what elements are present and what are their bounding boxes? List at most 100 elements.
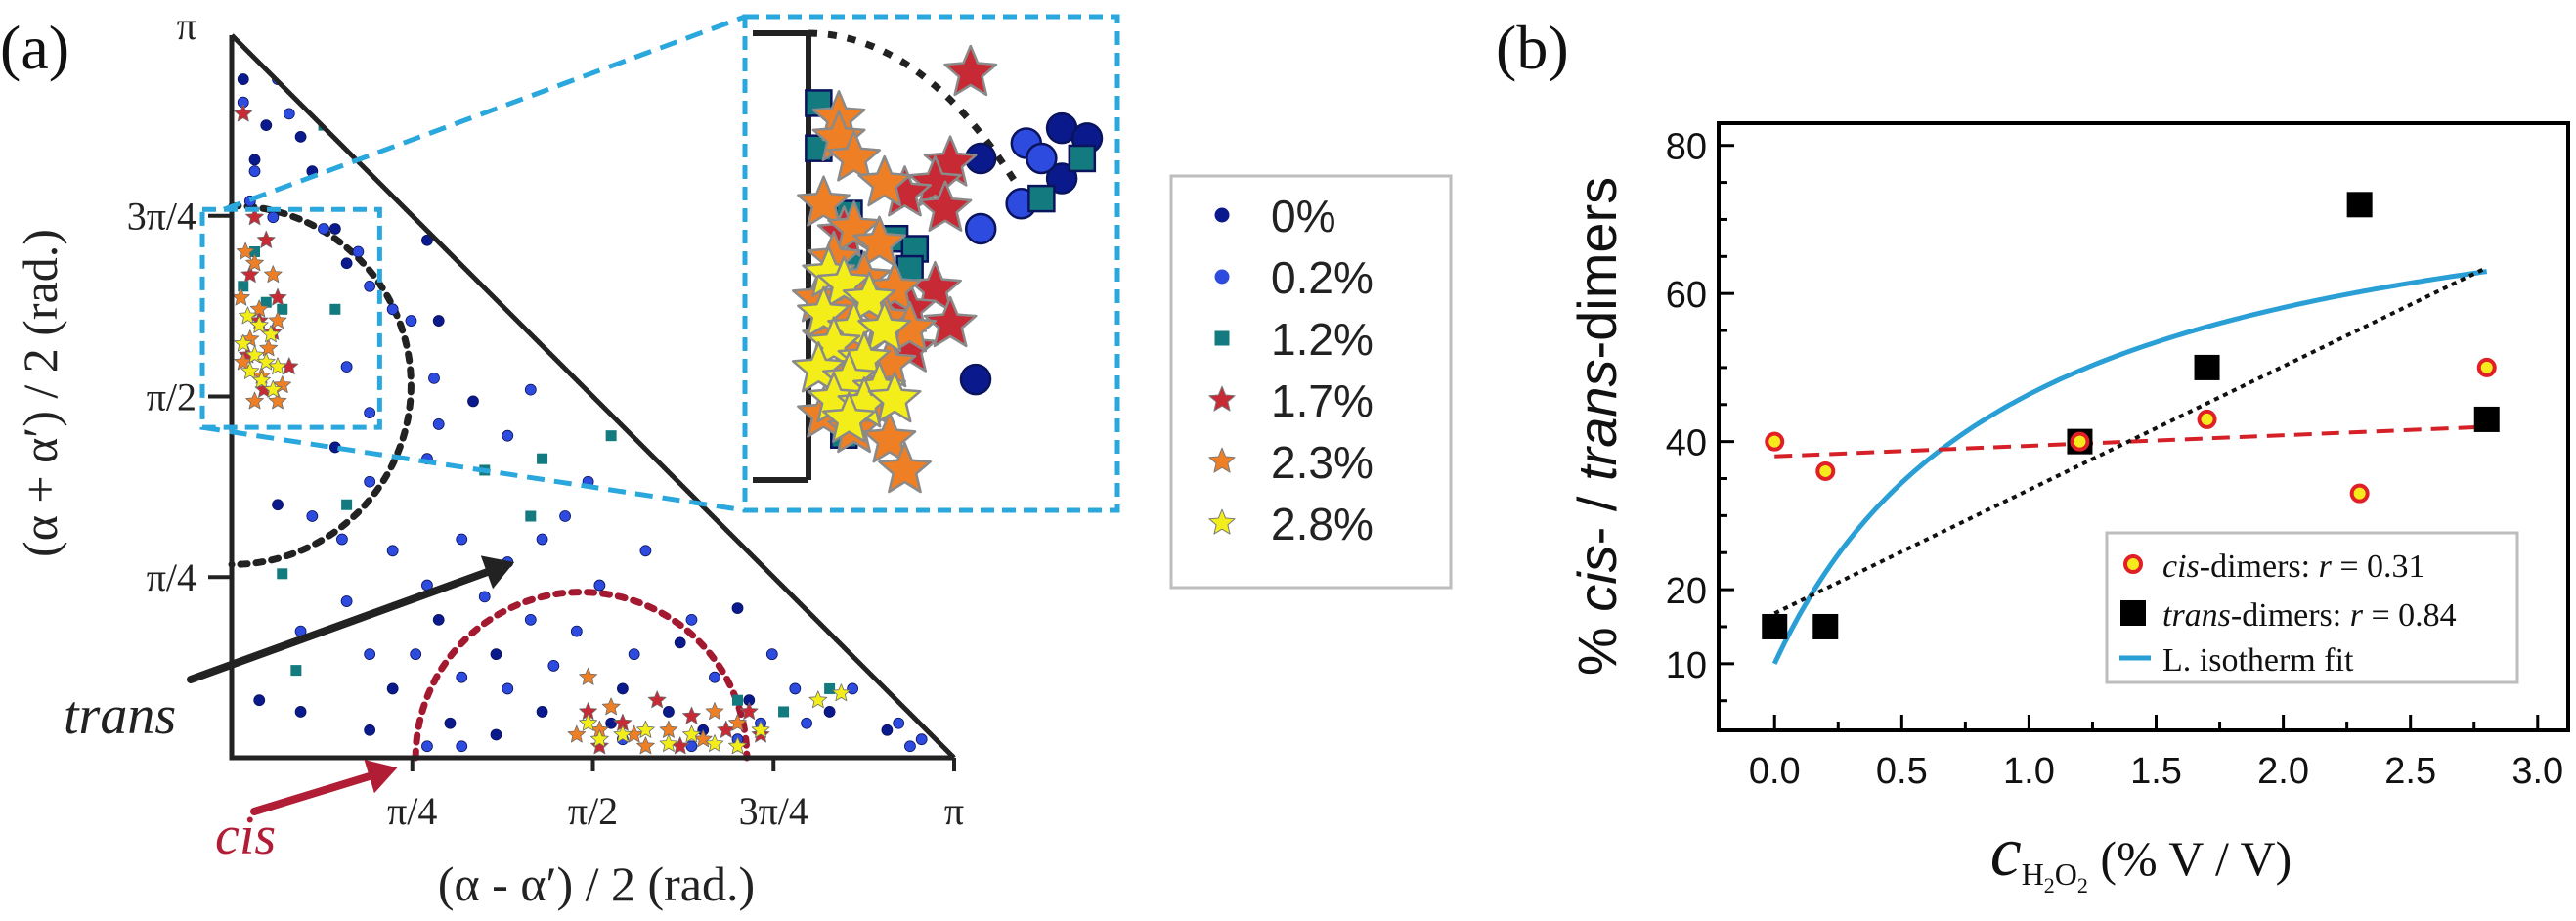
data-point: [525, 510, 537, 522]
data-point: [801, 717, 812, 729]
legend-marker: [1208, 508, 1236, 535]
data-point: [283, 108, 295, 120]
data-point: [537, 453, 548, 464]
legend-series-italic: cis: [2162, 548, 2200, 585]
cis-data-point: [1815, 460, 1836, 481]
zoom-connector: [223, 14, 746, 212]
data-point: [249, 299, 269, 318]
data-point: [245, 253, 264, 272]
inset-data-point: [852, 215, 906, 267]
trans-data-point: [2473, 406, 2500, 432]
data-point: [904, 740, 916, 753]
arrow-shaft: [187, 568, 491, 683]
annotations: trans cis: [64, 555, 515, 866]
data-point: [236, 241, 255, 260]
data-point: [570, 625, 583, 637]
data-point: [893, 717, 905, 729]
data-point: [709, 671, 720, 683]
x-tick-label: 1.5: [2130, 751, 2182, 792]
x-tick-label: π/4: [387, 789, 437, 833]
data-point: [268, 357, 287, 375]
cis-data-point: [2070, 431, 2090, 452]
data-point: [590, 736, 609, 755]
panel-b-label: (b): [1496, 13, 1569, 82]
y-tick-label: 80: [1666, 127, 1707, 168]
data-point: [268, 287, 287, 306]
data-point: [915, 733, 928, 746]
data-point: [268, 311, 287, 329]
legend-label: 1.2%: [1271, 314, 1374, 365]
trans-data-point: [1812, 613, 1839, 639]
series-28: [234, 306, 851, 755]
data-point: [248, 154, 261, 166]
legend-series-italic: trans: [2162, 597, 2231, 634]
trans-arrow: [187, 555, 515, 683]
inset-data-point: [918, 180, 973, 232]
data-point: [832, 683, 851, 702]
data-point: [728, 713, 747, 731]
data-point: [444, 717, 457, 729]
data-point: [272, 499, 284, 511]
y-tick-label: 20: [1666, 571, 1707, 612]
legend: cis-dimers: r = 0.31 trans-dimers: r = 0.…: [2105, 531, 2519, 684]
inset-data-point: [857, 300, 912, 353]
legend-marker: [1214, 207, 1230, 223]
data-point: [260, 296, 272, 308]
data-point: [536, 706, 548, 718]
data-point: [386, 303, 399, 316]
x-tick-label: 1.0: [2003, 751, 2055, 792]
data-point: [682, 706, 701, 724]
data-point: [340, 595, 353, 607]
data-point: [364, 724, 376, 736]
data-point: [647, 690, 667, 709]
series-0: [237, 73, 894, 741]
data-point: [705, 702, 724, 720]
legend-marker: [2120, 600, 2146, 626]
legend-series-rest: -dimers:: [2231, 597, 2350, 634]
data-point: [456, 740, 468, 753]
data-point: [728, 736, 747, 755]
data-point: [467, 395, 479, 408]
data-point: [567, 724, 587, 743]
data-point: [386, 545, 399, 557]
data-point: [249, 315, 269, 333]
series-02: [237, 73, 928, 753]
data-point: [490, 728, 502, 741]
data-point: [238, 281, 249, 292]
legend-label: cis-dimers: r = 0.31: [2162, 548, 2425, 585]
legend-r-value: = 0.84: [2363, 597, 2457, 634]
legend-label: 2.8%: [1271, 499, 1374, 549]
cis-arrow: [250, 759, 398, 815]
x-tick-label: π/2: [568, 789, 618, 833]
x-axis-label: cH2O2 (% V / V): [1990, 812, 2292, 898]
data-point: [237, 73, 249, 85]
x-tick-label: 0.5: [1876, 751, 1928, 792]
data-point: [789, 682, 802, 695]
arrow-head: [480, 555, 515, 590]
zoom-inset: [742, 14, 1120, 513]
zoom-connector: [201, 424, 746, 513]
data-point: [245, 207, 264, 226]
data-point: [636, 736, 655, 755]
data-point: [502, 682, 514, 695]
trans-linear-fit: [1773, 265, 2488, 616]
data-point: [674, 636, 686, 649]
x-tick-label: 2.0: [2257, 751, 2309, 792]
trans-label: trans: [64, 685, 176, 746]
axis-lines: [229, 35, 954, 761]
data-point: [336, 533, 348, 546]
triangle-frame: [229, 33, 956, 761]
data-point: [432, 418, 445, 430]
inset-data-point: [943, 44, 998, 97]
y-axis-label: (α + α′) / 2 (rad.): [13, 229, 67, 557]
y-tick-label: 60: [1666, 275, 1707, 316]
data-point: [616, 682, 629, 695]
data-point: [478, 591, 491, 603]
data-point: [410, 648, 422, 661]
legend-r: r: [2350, 597, 2364, 634]
data-point: [685, 613, 698, 626]
hypotenuse-line: [230, 33, 956, 760]
data-point: [663, 706, 675, 718]
data-point: [547, 660, 560, 672]
cis-label: cis: [215, 806, 276, 866]
